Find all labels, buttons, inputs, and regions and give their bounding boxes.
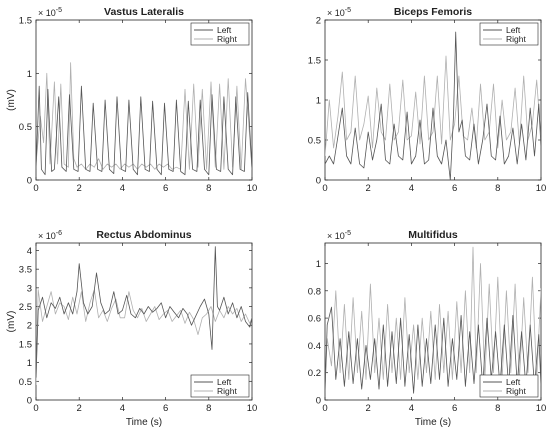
legend-label: Left [506, 25, 521, 35]
y-axis-multiplier: × 10-5 [327, 230, 351, 241]
x-tick-label: 0 [322, 403, 327, 414]
legend-label: Right [506, 386, 526, 396]
plot-frame [324, 19, 542, 181]
x-tick-label: 10 [247, 403, 258, 414]
y-tick-label: 1 [316, 96, 321, 107]
x-tick-label: 6 [163, 183, 168, 194]
y-tick-label: 3.5 [19, 265, 32, 276]
x-tick-label: 4 [120, 403, 125, 414]
chart-title: Rectus Abdominus [96, 229, 191, 241]
series-line-left [325, 306, 541, 394]
series-line-right [325, 55, 541, 157]
x-tick-label: 4 [409, 183, 414, 194]
x-tick-label: 8 [495, 403, 500, 414]
x-tick-label: 4 [120, 183, 125, 194]
y-axis-multiplier: × 10-5 [38, 7, 62, 18]
y-tick-label: 0 [316, 396, 321, 407]
chart-title: Vastus Lateralis [104, 6, 184, 18]
y-tick-label: 0.5 [19, 377, 32, 388]
x-tick-label: 6 [452, 403, 457, 414]
series-line-left [36, 246, 252, 378]
y-tick-label: 2.5 [19, 302, 32, 313]
y-tick-label: 1.5 [19, 16, 32, 27]
chart-panel-1: 0 2 4 6 8 10 0 0.5 1 1.5 × 10-5 Vastus Lateralis (mV… [6, 6, 257, 194]
y-tick-label: 0.2 [308, 368, 321, 379]
x-tick-label: 0 [322, 183, 327, 194]
y-axis-exponent: -5 [345, 7, 351, 14]
y-axis-exponent: -5 [345, 230, 351, 237]
legend-label: Left [217, 25, 232, 35]
y-axis-multiplier: × 10-5 [327, 7, 351, 18]
y-tick-label: 0.5 [19, 122, 32, 133]
y-tick-label: 1 [27, 69, 32, 80]
y-axis-exponent: -5 [56, 7, 62, 14]
legend-label: Left [506, 377, 521, 387]
y-tick-label: 0.8 [308, 286, 321, 297]
series-line-right [325, 246, 541, 387]
legend-label: Left [217, 377, 232, 387]
y-tick-label: 2 [316, 16, 321, 27]
y-tick-label: 3 [27, 283, 32, 294]
y-tick-label: 4 [27, 246, 32, 257]
y-tick-label: 0 [316, 176, 321, 187]
x-tick-label: 10 [247, 183, 258, 194]
x-axis-label: Time (s) [415, 417, 451, 428]
y-tick-label: 2 [27, 321, 32, 332]
x-tick-label: 0 [33, 183, 38, 194]
y-tick-label: 0.5 [308, 136, 321, 147]
series-line-left [36, 85, 252, 176]
y-tick-label: 0.4 [308, 341, 321, 352]
y-axis-multiplier: × 10-6 [38, 230, 62, 241]
y-tick-label: 1 [316, 259, 321, 270]
x-tick-label: 10 [536, 183, 547, 194]
x-tick-label: 6 [452, 183, 457, 194]
x-axis-label: Time (s) [126, 417, 162, 428]
chart-panel-2: 0 2 4 6 8 10 0 0.5 1 1.5 2 × 10-5 Biceps Femoris Left… [308, 6, 547, 194]
x-tick-label: 8 [495, 183, 500, 194]
x-tick-label: 2 [366, 183, 371, 194]
y-tick-label: 0 [27, 176, 32, 187]
y-tick-label: 1.5 [308, 56, 321, 67]
y-axis-label: (mV) [6, 311, 17, 333]
x-tick-label: 2 [77, 183, 82, 194]
chart-title: Biceps Femoris [394, 6, 472, 18]
chart-panel-3: 0 2 4 6 8 10 0 0.5 1 1.5 2 2.5 3 3.5 4 × 10-6 Rectus Abd… [6, 229, 257, 428]
y-axis-label: (mV) [6, 89, 17, 111]
x-tick-label: 6 [163, 403, 168, 414]
x-tick-label: 8 [206, 183, 211, 194]
x-tick-label: 4 [409, 403, 414, 414]
x-tick-label: 2 [77, 403, 82, 414]
y-tick-label: 1 [27, 358, 32, 369]
legend-label: Right [506, 34, 526, 44]
y-tick-label: 0 [27, 396, 32, 407]
chart-title: Multifidus [408, 229, 458, 241]
x-tick-label: 8 [206, 403, 211, 414]
chart-panel-4: 0 2 4 6 8 10 0 0.2 0.4 0.6 0.8 1 × 10-5 Multifidus Tim… [308, 229, 547, 428]
y-tick-label: 1.5 [19, 339, 32, 350]
x-tick-label: 0 [33, 403, 38, 414]
y-tick-label: 0.6 [308, 314, 321, 325]
x-tick-label: 10 [536, 403, 547, 414]
legend-label: Right [217, 386, 237, 396]
legend-label: Right [217, 34, 237, 44]
x-tick-label: 2 [366, 403, 371, 414]
series-line-left [325, 31, 541, 180]
y-axis-exponent: -6 [56, 230, 62, 237]
